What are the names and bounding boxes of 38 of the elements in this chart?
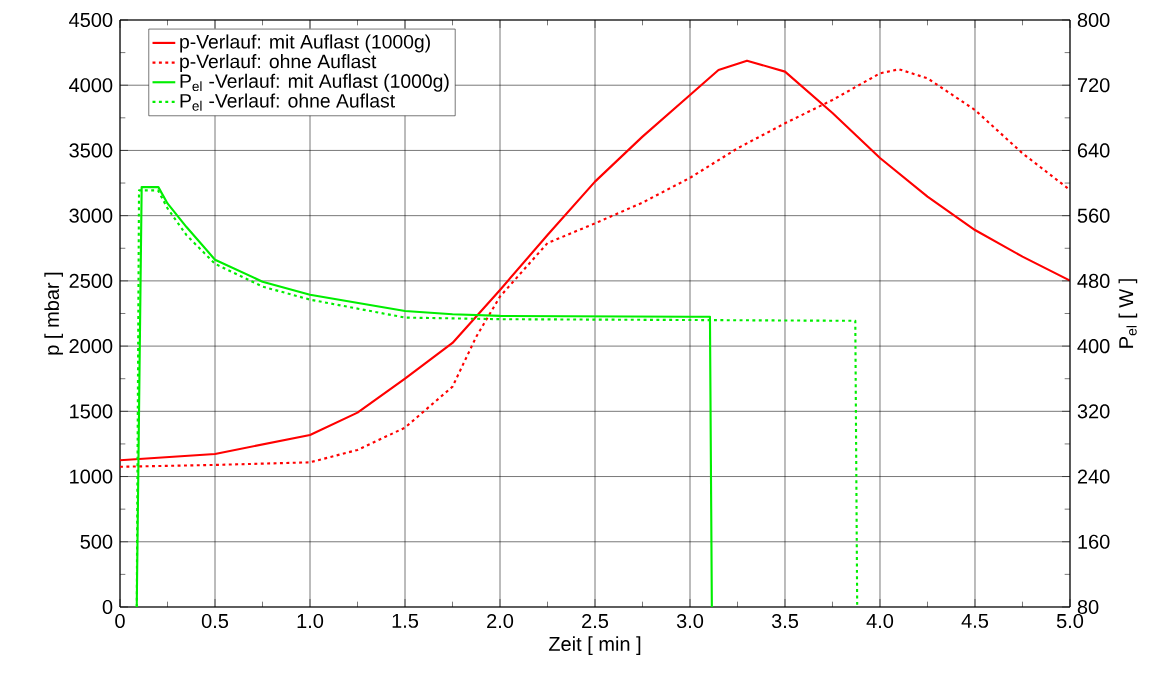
y2-tick-label: 320 <box>1077 404 1110 419</box>
x-tick-label: 0 <box>115 613 125 629</box>
legend-label: p-Verlauf: mit Auflast (1000g) <box>180 34 430 53</box>
x-tick-label: 0.5 <box>201 613 229 629</box>
y2-tick-label: 640 <box>1077 143 1110 158</box>
x-tick-label: 1.5 <box>392 613 419 628</box>
x-tick-label: 3.5 <box>771 613 799 629</box>
legend-label: p-Verlauf: ohne Auflast <box>180 54 377 73</box>
legend-label: P$_{el}$ -Verlauf: ohne Auflast <box>180 93 395 111</box>
x-axis-title: Zeit [ min ] <box>548 636 641 655</box>
y-tick-label: 1000 <box>70 469 113 484</box>
y2-tick-label: 80 <box>1077 599 1099 615</box>
y2-tick-label: 560 <box>1077 208 1110 223</box>
y-axis-title: p [ mbar ] <box>44 272 63 355</box>
x-tick-label: 4.0 <box>866 613 894 629</box>
legend-label: P$_{el}$ -Verlauf: mit Auflast (1000g) <box>180 73 449 92</box>
y2-tick-label: 800 <box>1077 12 1110 28</box>
x-tick-label: 3.0 <box>676 613 704 629</box>
y-tick-label: 4000 <box>69 78 113 93</box>
y2-tick-label: 720 <box>1077 78 1110 93</box>
y-tick-label: 2000 <box>69 339 113 354</box>
x-tick-label: 2.0 <box>487 613 514 629</box>
y-tick-label: 3500 <box>69 143 113 158</box>
y2-tick-label: 240 <box>1077 469 1110 484</box>
y-tick-label: 2500 <box>69 273 113 288</box>
x-tick-label: 1.0 <box>297 613 324 629</box>
x-tick-label: 2.5 <box>582 613 609 629</box>
y2-tick-label: 480 <box>1077 273 1110 288</box>
x-tick-label: 4.5 <box>961 613 989 628</box>
y-tick-label: 3000 <box>69 208 113 223</box>
y2-tick-label: 400 <box>1077 339 1110 354</box>
y-tick-label: 4500 <box>69 12 113 28</box>
x-tick-label: 5.0 <box>1056 613 1084 629</box>
y-tick-label: 0 <box>102 599 113 615</box>
y-tick-label: 500 <box>80 534 113 549</box>
y2-tick-label: 160 <box>1078 534 1110 549</box>
y-tick-label: 1500 <box>70 404 113 419</box>
y2-axis-title: P$_{el}$ [ W ] <box>1118 279 1138 348</box>
